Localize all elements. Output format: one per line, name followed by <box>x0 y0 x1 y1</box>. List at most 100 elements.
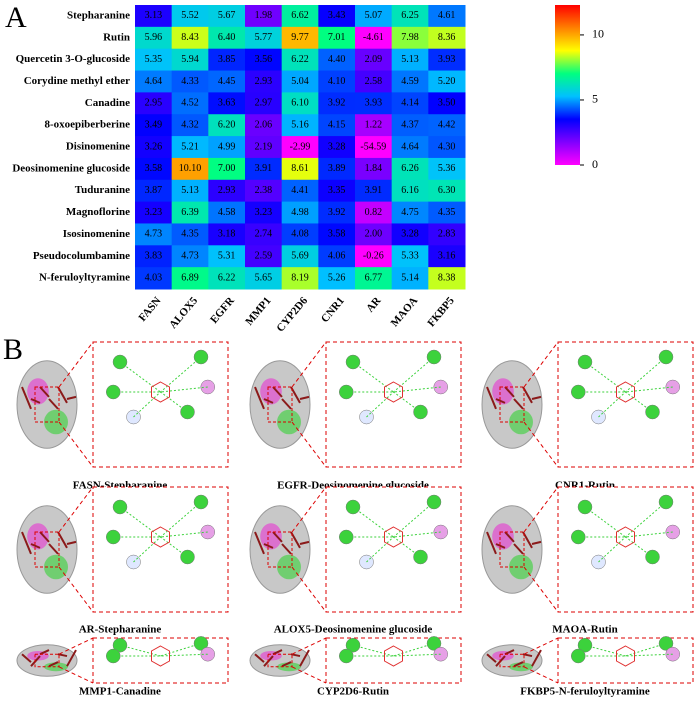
cell-label: 4.40 <box>328 54 346 65</box>
heat-cell <box>135 48 173 72</box>
heat-cell <box>355 92 393 115</box>
ligand-bond <box>21 653 32 663</box>
cell-label: 0.82 <box>365 207 383 218</box>
heat-cell <box>428 92 466 115</box>
cell-label: 3.28 <box>328 141 346 152</box>
heat-cell <box>318 5 356 28</box>
heat-cell <box>355 179 393 203</box>
cell-label: 5.21 <box>181 141 199 152</box>
interaction-line <box>625 536 653 558</box>
heat-cell <box>391 223 429 246</box>
ligand-ring <box>616 645 635 667</box>
zoom-link <box>523 666 559 684</box>
interaction-line <box>584 361 626 393</box>
interaction-line <box>625 391 653 413</box>
heat-cell <box>281 223 319 246</box>
ligand-bond <box>39 531 50 543</box>
cell-label: 3.50 <box>438 98 456 109</box>
ligand-bond <box>299 395 310 400</box>
heat-cell <box>135 201 173 224</box>
heat-cell <box>391 92 429 115</box>
heat-cell <box>391 201 429 224</box>
docking-caption: ALOX5-Deosinomenine glucoside <box>274 624 433 636</box>
row-label: Pseudocolumbamine <box>33 250 130 262</box>
cell-label: 8.61 <box>291 163 309 174</box>
cell-label: 3.63 <box>218 98 236 109</box>
heat-cell <box>318 157 356 181</box>
heat-cell <box>135 223 173 246</box>
cell-label: 4.58 <box>218 207 236 218</box>
ligand-bond <box>48 543 59 555</box>
cell-label: -2.99 <box>290 141 311 152</box>
heat-cell <box>355 136 393 159</box>
heat-cell <box>208 245 246 268</box>
cell-label: 3.91 <box>365 185 383 196</box>
heat-cell <box>355 245 393 268</box>
heat-cell <box>428 114 466 137</box>
heat-cell <box>245 114 283 137</box>
zoom-link <box>291 341 327 388</box>
heat-cell <box>318 201 356 224</box>
column-label: EGFR <box>208 294 238 326</box>
ligand-bond <box>263 398 274 404</box>
zoom-link <box>58 421 94 468</box>
cell-label: 6.30 <box>438 185 456 196</box>
colorbar-tick-label: 5 <box>592 92 598 106</box>
cell-label: 5.04 <box>291 76 309 87</box>
cell-label: 4.06 <box>328 251 346 262</box>
column-label: FKBP5 <box>425 294 457 329</box>
heat-cell <box>428 26 466 50</box>
ligand-ring <box>616 526 635 548</box>
zoom-marker <box>499 531 525 568</box>
heat-cell <box>171 179 209 203</box>
row-label: Stepharanine <box>67 9 130 21</box>
panel-label: A <box>5 1 27 34</box>
cell-label: 8.43 <box>181 32 199 43</box>
heat-cell <box>245 245 283 268</box>
heat-cell <box>245 70 283 93</box>
ligand-bond <box>504 649 515 656</box>
cell-label: 3.85 <box>218 54 236 65</box>
ligand-bond <box>263 543 274 549</box>
column-label: ALOX5 <box>167 294 200 331</box>
zoom-link <box>291 637 327 655</box>
cell-label: 3.13 <box>145 10 163 21</box>
cell-label: 4.41 <box>291 185 309 196</box>
ligand-bond <box>48 661 59 668</box>
zoom-link <box>523 486 559 533</box>
zoom-marker <box>499 653 525 668</box>
cell-label: 2.19 <box>255 141 273 152</box>
cell-label: 4.61 <box>438 10 456 21</box>
heat-cell <box>171 201 209 224</box>
heat-cell <box>355 70 393 93</box>
ligand-bond <box>504 386 515 398</box>
ligand-bond <box>48 398 59 410</box>
column-label: CYP2D6 <box>274 294 310 334</box>
cell-label: 7.98 <box>401 32 419 43</box>
heat-cell <box>245 48 283 72</box>
heat-cell <box>428 136 466 159</box>
zoom-marker <box>34 386 60 423</box>
cell-label: 5.20 <box>438 76 456 87</box>
interaction-line <box>584 644 626 657</box>
cell-label: 5.13 <box>181 185 199 196</box>
heat-cell <box>135 92 173 115</box>
ligand-bond <box>281 398 292 410</box>
heat-cell <box>135 245 173 268</box>
zoom-link <box>523 341 559 388</box>
heat-cell <box>208 201 246 224</box>
heat-cell <box>171 5 209 28</box>
cell-label: 5.13 <box>401 54 419 65</box>
cell-label: 1.84 <box>365 163 383 174</box>
ligand-bond <box>30 543 41 549</box>
heat-cell <box>171 245 209 268</box>
colorbar-tick-label: 0 <box>592 157 598 171</box>
heat-cell <box>428 267 466 290</box>
column-label: AR <box>364 294 384 315</box>
cell-label: 5.07 <box>365 10 383 21</box>
ligand-bond <box>39 649 50 656</box>
heat-cell <box>171 114 209 137</box>
ligand-bond <box>513 661 524 668</box>
cell-label: 4.14 <box>401 98 419 109</box>
